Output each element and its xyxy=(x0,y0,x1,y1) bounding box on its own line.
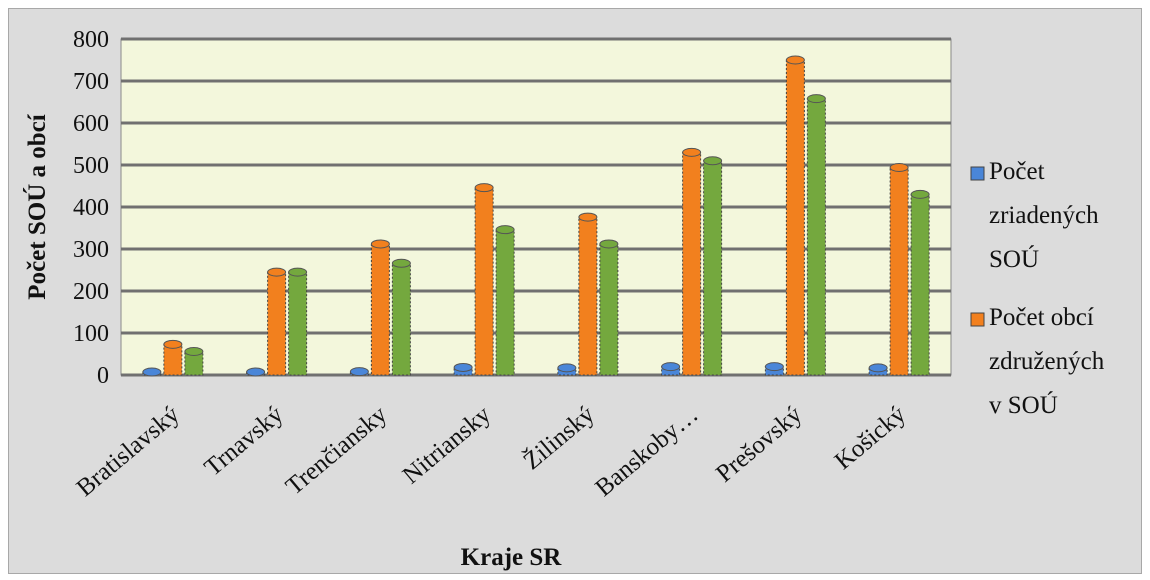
legend-label: Počet xyxy=(989,158,1045,185)
bar-cap xyxy=(764,362,784,372)
bar-cap xyxy=(391,258,411,268)
bar xyxy=(267,271,287,376)
bar-series-1 xyxy=(557,363,577,376)
bars xyxy=(142,55,930,377)
legend-swatch xyxy=(970,312,985,327)
bar-cap xyxy=(868,363,888,373)
bar-series-3 xyxy=(184,346,204,376)
bar-cap xyxy=(474,183,494,193)
bar xyxy=(682,151,702,376)
bar-cap xyxy=(288,267,308,277)
bar-series-3 xyxy=(495,225,515,376)
x-category-label: Nitriansky xyxy=(398,401,497,490)
bar-series-1 xyxy=(453,362,473,376)
x-category-label: Žilinský xyxy=(518,400,600,475)
y-tick-label: 400 xyxy=(73,195,109,221)
bar xyxy=(785,59,805,376)
bar-series-3 xyxy=(910,189,930,376)
legend: Počet zriadených SOÚ Počet obcí združených v … xyxy=(970,158,1105,419)
y-tick-label: 100 xyxy=(73,321,109,347)
bar-cap xyxy=(661,362,681,372)
bar-cap xyxy=(163,339,183,349)
bar-series-3 xyxy=(806,94,826,376)
bar-cap xyxy=(910,189,930,199)
y-axis-title: Počet SOÚ a obcí xyxy=(23,113,51,299)
bar-series-3 xyxy=(703,156,723,376)
bar xyxy=(288,271,308,376)
x-category-label: Prešovský xyxy=(711,401,807,488)
x-category-label: Trnavský xyxy=(199,401,288,482)
bar-series-2 xyxy=(267,267,287,376)
bar xyxy=(703,160,723,376)
bar-cap xyxy=(184,346,204,356)
bar-cap xyxy=(557,363,577,373)
bar xyxy=(578,216,598,376)
bar-series-1 xyxy=(868,363,888,376)
bar-cap xyxy=(495,225,515,235)
bar xyxy=(495,229,515,376)
x-category-label: Banskoby… xyxy=(590,401,703,502)
bar-series-2 xyxy=(474,183,494,376)
bar xyxy=(806,98,826,376)
bar-series-1 xyxy=(142,367,162,377)
bar-cap xyxy=(349,367,369,377)
bar-cap xyxy=(889,163,909,173)
bar-cap xyxy=(453,362,473,372)
bar xyxy=(474,187,494,376)
legend-label: Počet obcí xyxy=(989,304,1094,331)
bar-series-3 xyxy=(391,258,411,376)
bar-series-1 xyxy=(764,362,784,376)
y-tick-label: 500 xyxy=(73,153,109,179)
bar-cap xyxy=(599,239,619,249)
bar xyxy=(391,262,411,376)
bar-series-2 xyxy=(370,239,390,376)
bar-series-2 xyxy=(578,212,598,376)
bar-series-3 xyxy=(288,267,308,376)
bar-series-1 xyxy=(661,362,681,376)
bar-cap xyxy=(370,239,390,249)
bar-cap xyxy=(703,156,723,166)
y-tick-label: 700 xyxy=(73,69,109,95)
legend-label: zriadených xyxy=(989,202,1099,229)
bar xyxy=(163,343,183,376)
bar-series-2 xyxy=(163,339,183,376)
y-tick-label: 0 xyxy=(97,363,109,389)
legend-label: v SOÚ xyxy=(989,391,1058,419)
bar-cap xyxy=(785,55,805,65)
y-tick-label: 200 xyxy=(73,279,109,305)
legend-label: združených xyxy=(989,348,1105,375)
bar-cap xyxy=(806,94,826,104)
bar-cap xyxy=(246,367,266,377)
x-category-label: Košický xyxy=(830,401,912,476)
bar-cap xyxy=(578,212,598,222)
y-tick-label: 300 xyxy=(73,237,109,263)
legend-label: SOÚ xyxy=(989,245,1039,273)
x-category-label: Bratislavský xyxy=(72,401,185,502)
bar-cap xyxy=(142,367,162,377)
y-tick-label: 800 xyxy=(73,27,109,53)
bar-cap xyxy=(267,267,287,277)
bar-cap xyxy=(682,147,702,157)
y-tick-label: 600 xyxy=(73,111,109,137)
x-category-label: Trenčiansky xyxy=(281,401,393,501)
bar xyxy=(370,243,390,376)
legend-swatch xyxy=(970,166,985,181)
bar-series-1 xyxy=(246,367,266,377)
chart-frame: 0 100 200 300 400 500 600 700 800 Bratislavský Tr… xyxy=(8,8,1142,574)
bar-series-2 xyxy=(682,147,702,376)
bar xyxy=(889,167,909,376)
bar-series-3 xyxy=(599,239,619,376)
bar-series-2 xyxy=(785,55,805,376)
x-axis-title: Kraje SR xyxy=(461,544,563,571)
bar xyxy=(599,243,619,376)
y-axis-ticks: 0 100 200 300 400 500 600 700 800 xyxy=(73,27,109,389)
bar xyxy=(910,193,930,376)
bar-series-1 xyxy=(349,367,369,377)
bar-series-2 xyxy=(889,163,909,376)
